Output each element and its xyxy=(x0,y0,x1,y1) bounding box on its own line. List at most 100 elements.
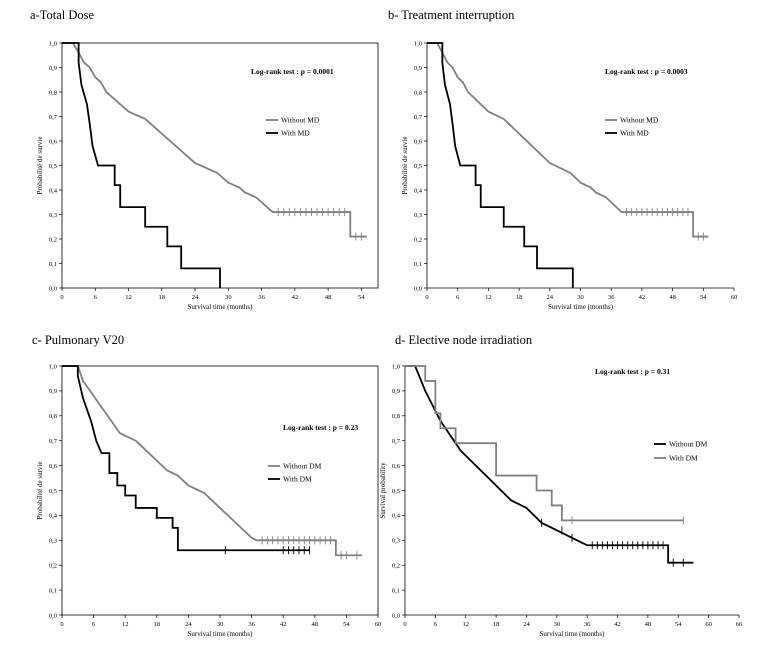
x-tick-label: 6 xyxy=(434,621,438,628)
y-tick-label: 0,5 xyxy=(49,488,57,495)
x-tick-label: 54 xyxy=(343,621,350,628)
legend-label-0: Without DM xyxy=(669,440,708,449)
logrank-annotation: Log-rank test : p = 0.0003 xyxy=(605,67,688,76)
x-tick-label: 30 xyxy=(554,621,561,628)
series-line-1 xyxy=(427,42,574,288)
x-tick-label: 48 xyxy=(645,621,652,628)
x-tick-label: 60 xyxy=(705,621,712,628)
series-line-0 xyxy=(405,365,694,564)
x-tick-label: 0 xyxy=(60,294,63,301)
x-tick-label: 12 xyxy=(122,621,129,628)
x-tick-label: 24 xyxy=(523,621,530,628)
y-tick-label: 0,5 xyxy=(414,163,422,170)
x-tick-label: 36 xyxy=(608,294,615,301)
logrank-annotation: Log-rank test : p = 0.23 xyxy=(283,423,358,432)
x-tick-label: 30 xyxy=(225,294,232,301)
x-tick-label: 6 xyxy=(456,294,460,301)
y-tick-label: 0,6 xyxy=(49,138,58,145)
x-tick-label: 60 xyxy=(731,294,738,301)
y-tick-label: 0,0 xyxy=(392,612,400,619)
x-tick-label: 42 xyxy=(639,294,646,301)
x-tick-label: 36 xyxy=(248,621,255,628)
legend-label-0: Without DM xyxy=(283,462,322,471)
x-tick-label: 42 xyxy=(614,621,621,628)
series-line-0 xyxy=(62,42,367,238)
y-tick-label: 1,0 xyxy=(392,363,400,370)
y-tick-label: 0,9 xyxy=(49,65,57,72)
y-tick-label: 0,4 xyxy=(392,513,401,520)
y-axis-label: Probabilité de survie xyxy=(36,137,44,195)
panel-a-title: a-Total Dose xyxy=(30,8,95,22)
y-tick-label: 0,3 xyxy=(414,212,422,219)
x-tick-label: 0 xyxy=(60,621,63,628)
y-tick-label: 0,5 xyxy=(49,163,57,170)
y-tick-label: 0,0 xyxy=(49,285,57,292)
y-tick-label: 0,8 xyxy=(49,89,57,96)
y-tick-label: 0,0 xyxy=(49,612,57,619)
x-tick-label: 66 xyxy=(736,621,743,628)
y-axis-label: Probabilité de survie xyxy=(401,137,409,195)
x-axis-label: Survival time (months) xyxy=(548,303,614,311)
km-panel-1: 0 6 12 18 24 30 36 42 48 54 60 0,0 0,1 0,2 0,3 0,4 0,5 0,… xyxy=(401,40,737,311)
x-tick-label: 42 xyxy=(292,294,299,301)
legend-label-1: With DM xyxy=(283,475,312,484)
x-tick-label: 24 xyxy=(185,621,192,628)
x-tick-label: 54 xyxy=(700,294,707,301)
x-tick-label: 12 xyxy=(485,294,492,301)
y-tick-label: 1,0 xyxy=(414,40,422,47)
y-tick-label: 0,9 xyxy=(392,388,400,395)
y-tick-label: 0,3 xyxy=(392,538,400,545)
km-panel-2: 0 6 12 18 24 30 36 42 48 54 60 0,0 0,1 0,2 0,3 0,4 0,5 0,… xyxy=(36,363,381,638)
x-tick-label: 0 xyxy=(425,294,428,301)
legend-label-0: Without MD xyxy=(281,116,320,125)
x-tick-label: 24 xyxy=(547,294,554,301)
y-tick-label: 0,7 xyxy=(392,438,401,445)
y-tick-label: 0,2 xyxy=(49,236,57,243)
x-tick-label: 18 xyxy=(516,294,523,301)
x-axis-label: Survival time (months) xyxy=(188,303,254,311)
x-tick-label: 12 xyxy=(125,294,132,301)
x-tick-label: 12 xyxy=(462,621,469,628)
y-tick-label: 0,3 xyxy=(49,212,57,219)
x-tick-label: 48 xyxy=(669,294,676,301)
y-tick-label: 0,8 xyxy=(49,413,57,420)
km-panel-3: 0 6 12 18 24 30 36 42 48 54 60 66 0,0 0,1 0,2 0,3 0,4 0,5… xyxy=(379,363,743,638)
y-tick-label: 1,0 xyxy=(49,40,57,47)
series-line-1 xyxy=(62,42,221,288)
y-tick-label: 1,0 xyxy=(49,363,57,370)
y-tick-label: 0,7 xyxy=(49,438,58,445)
y-tick-label: 0,1 xyxy=(49,261,57,268)
logrank-annotation: Log-rank test : p = 0.31 xyxy=(595,367,670,376)
y-axis-label: Probabilité de survie xyxy=(36,462,44,520)
panel-b-title: b- Treatment interruption xyxy=(388,8,515,22)
y-tick-label: 0,3 xyxy=(49,538,57,545)
x-tick-label: 6 xyxy=(94,294,98,301)
series-line-1 xyxy=(405,365,684,522)
series-line-1 xyxy=(62,365,310,552)
y-tick-label: 0,4 xyxy=(414,187,423,194)
legend-label-1: With DM xyxy=(669,454,698,463)
y-tick-label: 0,9 xyxy=(414,65,422,72)
x-tick-label: 48 xyxy=(325,294,332,301)
y-tick-label: 0,5 xyxy=(392,488,400,495)
y-tick-label: 0,8 xyxy=(392,413,400,420)
series-line-0 xyxy=(62,365,363,557)
x-tick-label: 48 xyxy=(312,621,319,628)
legend-label-1: With MD xyxy=(281,129,310,138)
y-tick-label: 0,4 xyxy=(49,187,58,194)
y-tick-label: 0,2 xyxy=(392,563,400,570)
x-tick-label: 30 xyxy=(577,294,584,301)
y-tick-label: 0,0 xyxy=(414,285,422,292)
x-tick-label: 18 xyxy=(154,621,161,628)
plot-frame xyxy=(61,365,379,616)
x-tick-label: 42 xyxy=(280,621,287,628)
y-axis-label: Survival probability xyxy=(379,462,387,519)
y-tick-label: 0,7 xyxy=(414,114,423,121)
x-tick-label: 0 xyxy=(403,621,406,628)
logrank-annotation: Log-rank test : p = 0.0001 xyxy=(251,67,334,76)
y-tick-label: 0,6 xyxy=(414,138,423,145)
y-tick-label: 0,1 xyxy=(414,261,422,268)
y-tick-label: 0,1 xyxy=(392,587,400,594)
series-line-0 xyxy=(427,42,709,238)
x-axis-label: Survival time (months) xyxy=(540,630,606,638)
